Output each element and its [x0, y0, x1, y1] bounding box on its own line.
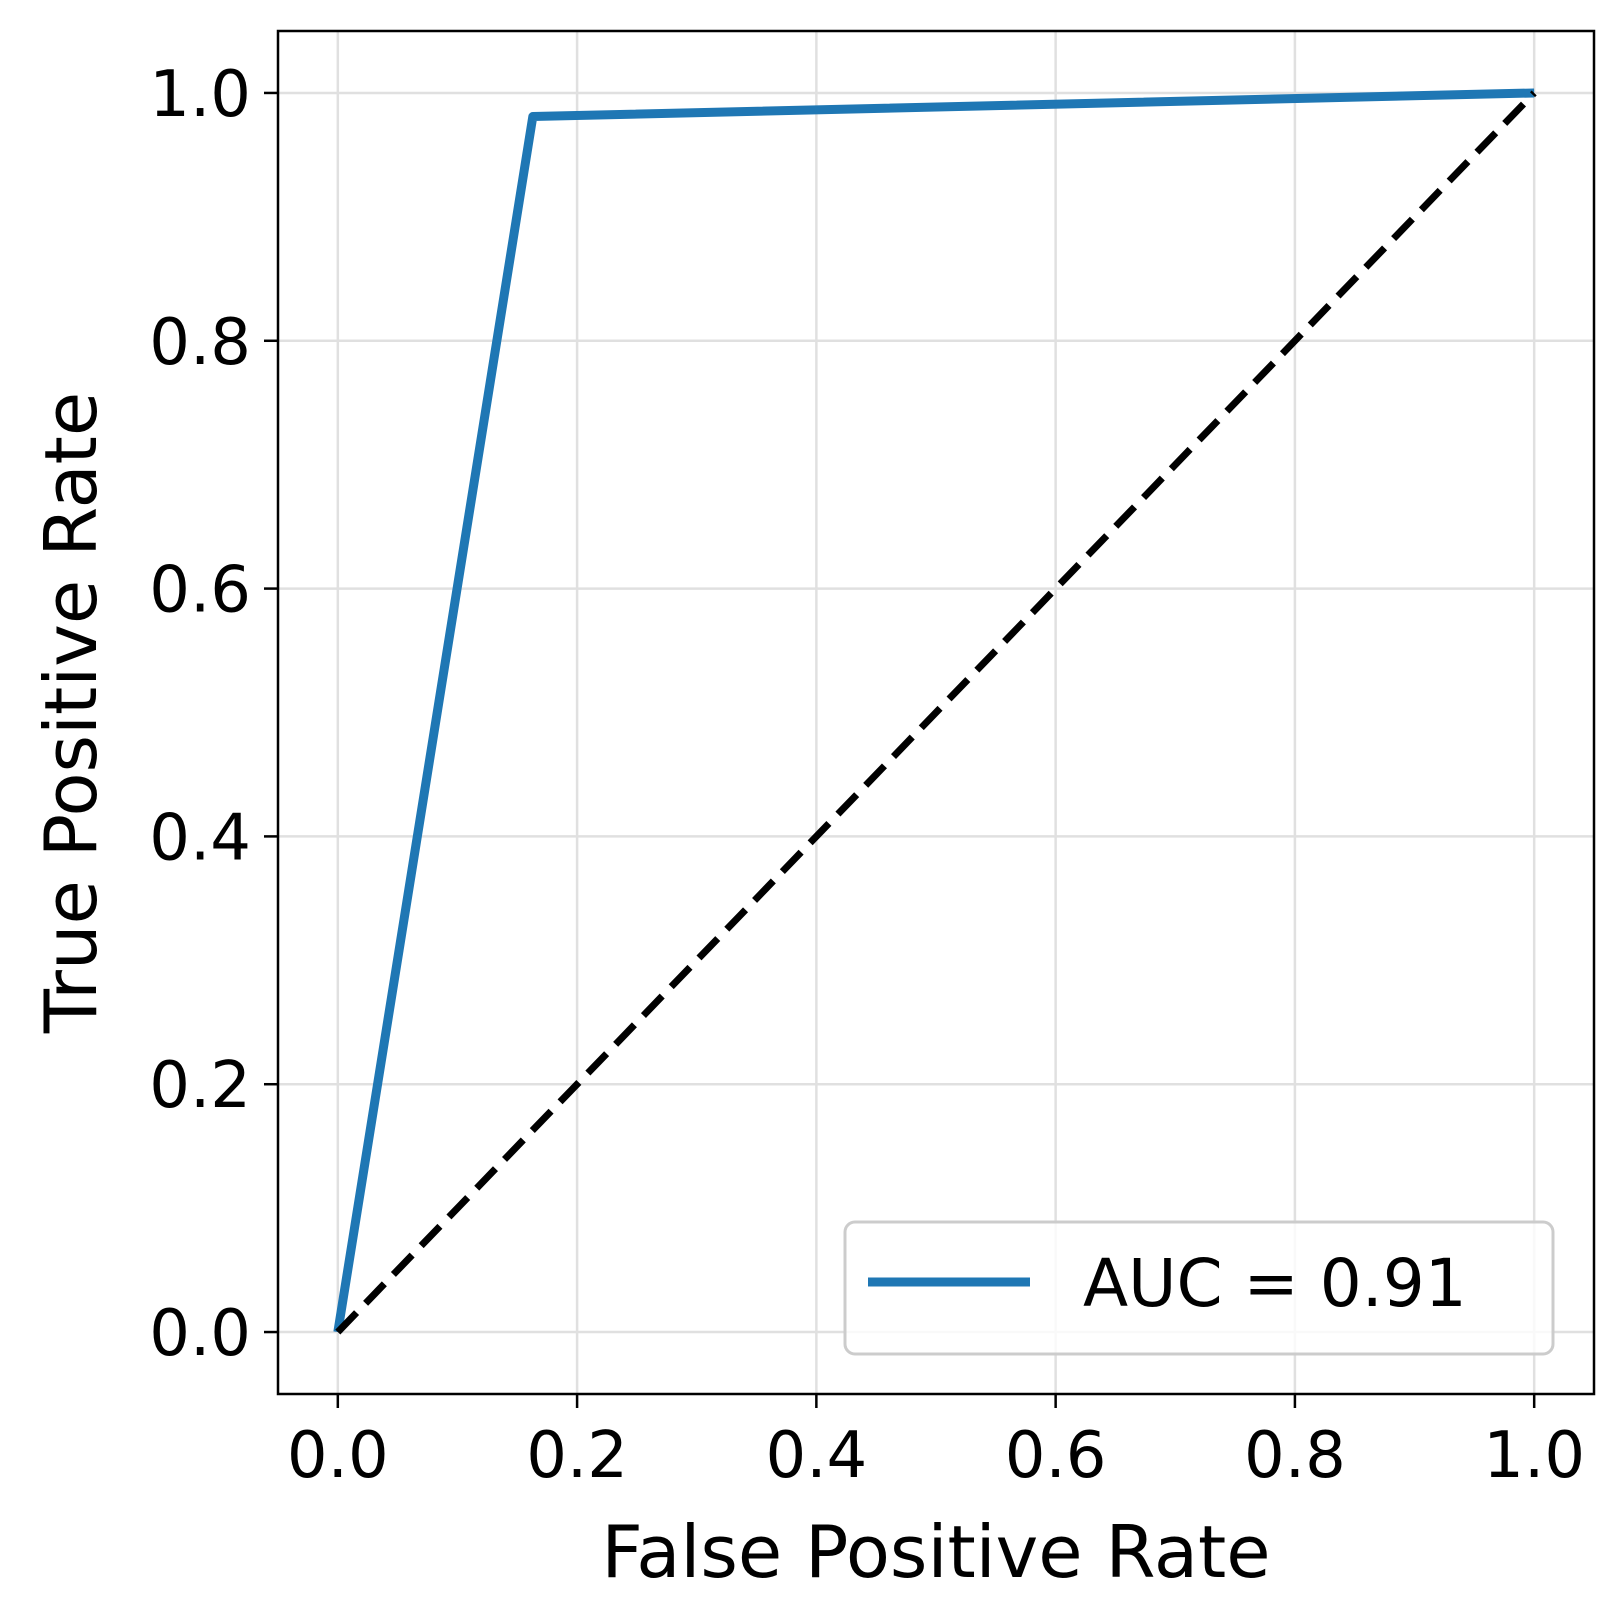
- roc-curve-line: [333, 88, 1535, 1333]
- x-tick-label: 0.2: [526, 1419, 628, 1493]
- x-tick-label: 0.0: [287, 1419, 389, 1493]
- y-axis-label: True Positive Rate: [29, 392, 113, 1034]
- axes-frame: [276, 29, 1596, 1396]
- y-tick-label: 0.2: [149, 1049, 251, 1123]
- y-tick-label: 0.6: [149, 554, 251, 628]
- y-tick-label: 1.0: [149, 58, 251, 132]
- x-axis-label: False Positive Rate: [601, 1510, 1270, 1594]
- axis-ticks: 0.0 0.2 0.4 0.6 0.8 1.0 0.0 0.2 0.4 0.6 0.8 1.0: [149, 58, 1585, 1493]
- x-tick-label: 0.8: [1244, 1419, 1346, 1493]
- x-tick-label: 1.0: [1483, 1419, 1585, 1493]
- x-tick-label: 0.6: [1005, 1419, 1107, 1493]
- legend-box: [843, 1220, 1555, 1356]
- legend-entry-auc: AUC = 0.91: [1083, 1245, 1467, 1322]
- legend: AUC = 0.91: [843, 1220, 1555, 1356]
- plot-area: [333, 88, 1537, 1335]
- y-tick-label: 0.0: [149, 1297, 251, 1371]
- chance-diagonal-line: [335, 90, 1537, 1335]
- y-tick-label: 0.4: [149, 801, 251, 875]
- grid: [278, 31, 1594, 1394]
- y-tick-label: 0.8: [149, 306, 251, 380]
- x-tick-label: 0.4: [765, 1419, 867, 1493]
